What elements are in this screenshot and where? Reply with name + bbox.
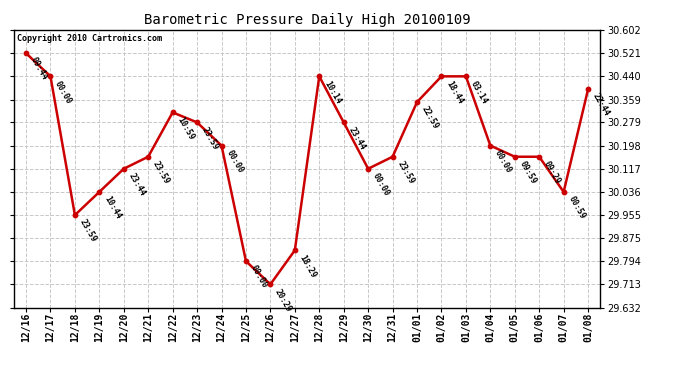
Point	[45, 74, 56, 80]
Point	[436, 74, 447, 80]
Text: 00:00: 00:00	[53, 79, 74, 105]
Text: 09:59: 09:59	[518, 159, 538, 186]
Text: Copyright 2010 Cartronics.com: Copyright 2010 Cartronics.com	[17, 34, 161, 43]
Point	[485, 142, 496, 148]
Text: 00:59: 00:59	[566, 195, 586, 221]
Text: 23:59: 23:59	[78, 218, 98, 244]
Text: 00:00: 00:00	[493, 148, 513, 174]
Point	[387, 154, 398, 160]
Point	[533, 154, 544, 160]
Text: 09:44: 09:44	[29, 56, 49, 82]
Point	[240, 258, 251, 264]
Text: 09:29: 09:29	[542, 159, 562, 186]
Text: 22:59: 22:59	[420, 105, 440, 131]
Point	[509, 154, 520, 160]
Text: 20:29: 20:29	[273, 287, 293, 313]
Text: 23:44: 23:44	[346, 125, 367, 152]
Text: 10:44: 10:44	[102, 195, 122, 221]
Point	[411, 99, 422, 105]
Text: 23:59: 23:59	[200, 125, 220, 152]
Point	[265, 281, 276, 287]
Point	[118, 166, 129, 172]
Point	[94, 189, 105, 195]
Point	[216, 142, 227, 148]
Text: 00:00: 00:00	[224, 148, 244, 174]
Point	[558, 189, 569, 195]
Point	[70, 212, 81, 218]
Text: 22:44: 22:44	[591, 92, 611, 118]
Point	[363, 166, 374, 172]
Text: 00:00: 00:00	[248, 264, 269, 290]
Text: 23:44: 23:44	[126, 171, 147, 198]
Text: 23:59: 23:59	[395, 159, 415, 186]
Text: 10:14: 10:14	[322, 79, 342, 105]
Point	[582, 86, 593, 92]
Text: 18:29: 18:29	[297, 253, 318, 279]
Title: Barometric Pressure Daily High 20100109: Barometric Pressure Daily High 20100109	[144, 13, 471, 27]
Point	[143, 154, 154, 160]
Point	[192, 119, 203, 125]
Text: 00:00: 00:00	[371, 171, 391, 198]
Text: 10:59: 10:59	[175, 115, 196, 141]
Text: 18:44: 18:44	[444, 79, 464, 105]
Point	[338, 119, 349, 125]
Point	[314, 74, 325, 80]
Text: 23:59: 23:59	[151, 159, 171, 186]
Point	[460, 74, 471, 80]
Point	[167, 110, 178, 116]
Point	[289, 247, 300, 253]
Point	[21, 50, 32, 56]
Text: 03:14: 03:14	[469, 79, 489, 105]
